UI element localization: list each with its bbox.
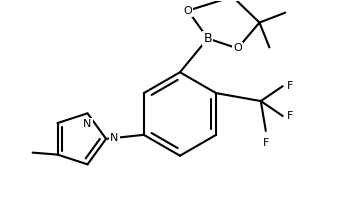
- Text: N: N: [83, 119, 92, 129]
- Text: F: F: [263, 138, 269, 148]
- Text: N: N: [110, 133, 118, 143]
- Text: O: O: [233, 43, 242, 53]
- Text: B: B: [204, 32, 212, 45]
- Text: F: F: [287, 111, 293, 121]
- Text: O: O: [183, 6, 192, 16]
- Text: F: F: [287, 81, 293, 91]
